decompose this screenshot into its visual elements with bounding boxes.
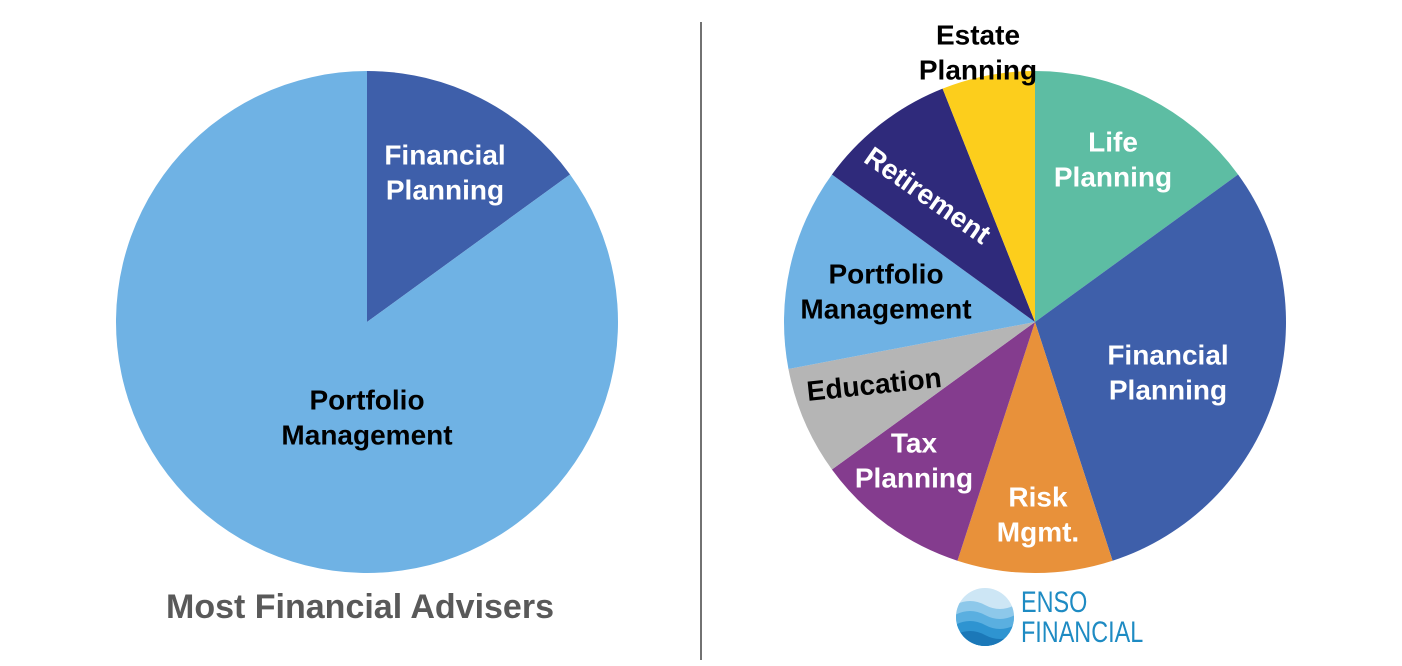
slice-label-portfolio-management: Portfolio Management xyxy=(800,259,971,325)
enso-wave-icon xyxy=(956,588,1014,646)
pie-slice-tax-planning xyxy=(831,322,1035,561)
pie-slice-portfolio-management xyxy=(115,71,618,573)
slice-label-financial-planning: Financial Planning xyxy=(1107,340,1228,406)
slice-label-tax-planning: Tax Planning xyxy=(855,428,973,494)
pie-slice-financial-planning xyxy=(367,71,571,322)
pie-slice-education xyxy=(788,322,1035,470)
pie-chart-most-advisers: Financial Planning Portfolio Management xyxy=(115,71,618,573)
pie-slice-risk-mgmt xyxy=(957,322,1113,574)
logo-text-enso: ENSO xyxy=(1021,586,1088,619)
slice-label-risk-mgmt: Risk Mgmt. xyxy=(997,482,1079,548)
pie-slice-retirement xyxy=(831,88,1035,322)
slice-label-financial-planning: Financial Planning xyxy=(384,140,505,206)
enso-financial-logo: ENSO FINANCIAL xyxy=(955,585,1145,651)
slice-label-estate-planning: Estate Planning xyxy=(919,20,1037,86)
logo-text-financial: FINANCIAL xyxy=(1021,616,1144,649)
left-chart-caption: Most Financial Advisers xyxy=(166,588,554,626)
slice-label-portfolio-management: Portfolio Management xyxy=(281,385,452,451)
pie-slice-estate-planning xyxy=(942,71,1035,322)
slice-label-life-planning: Life Planning xyxy=(1054,127,1172,193)
pie-slice-life-planning xyxy=(1035,71,1239,322)
pie-chart-enso-financial: Life Planning Financial Planning Risk Mgmt. Ta… xyxy=(784,20,1286,574)
pie-slice-portfolio-management xyxy=(784,174,1035,370)
pie-slice-financial-planning xyxy=(1035,174,1286,561)
